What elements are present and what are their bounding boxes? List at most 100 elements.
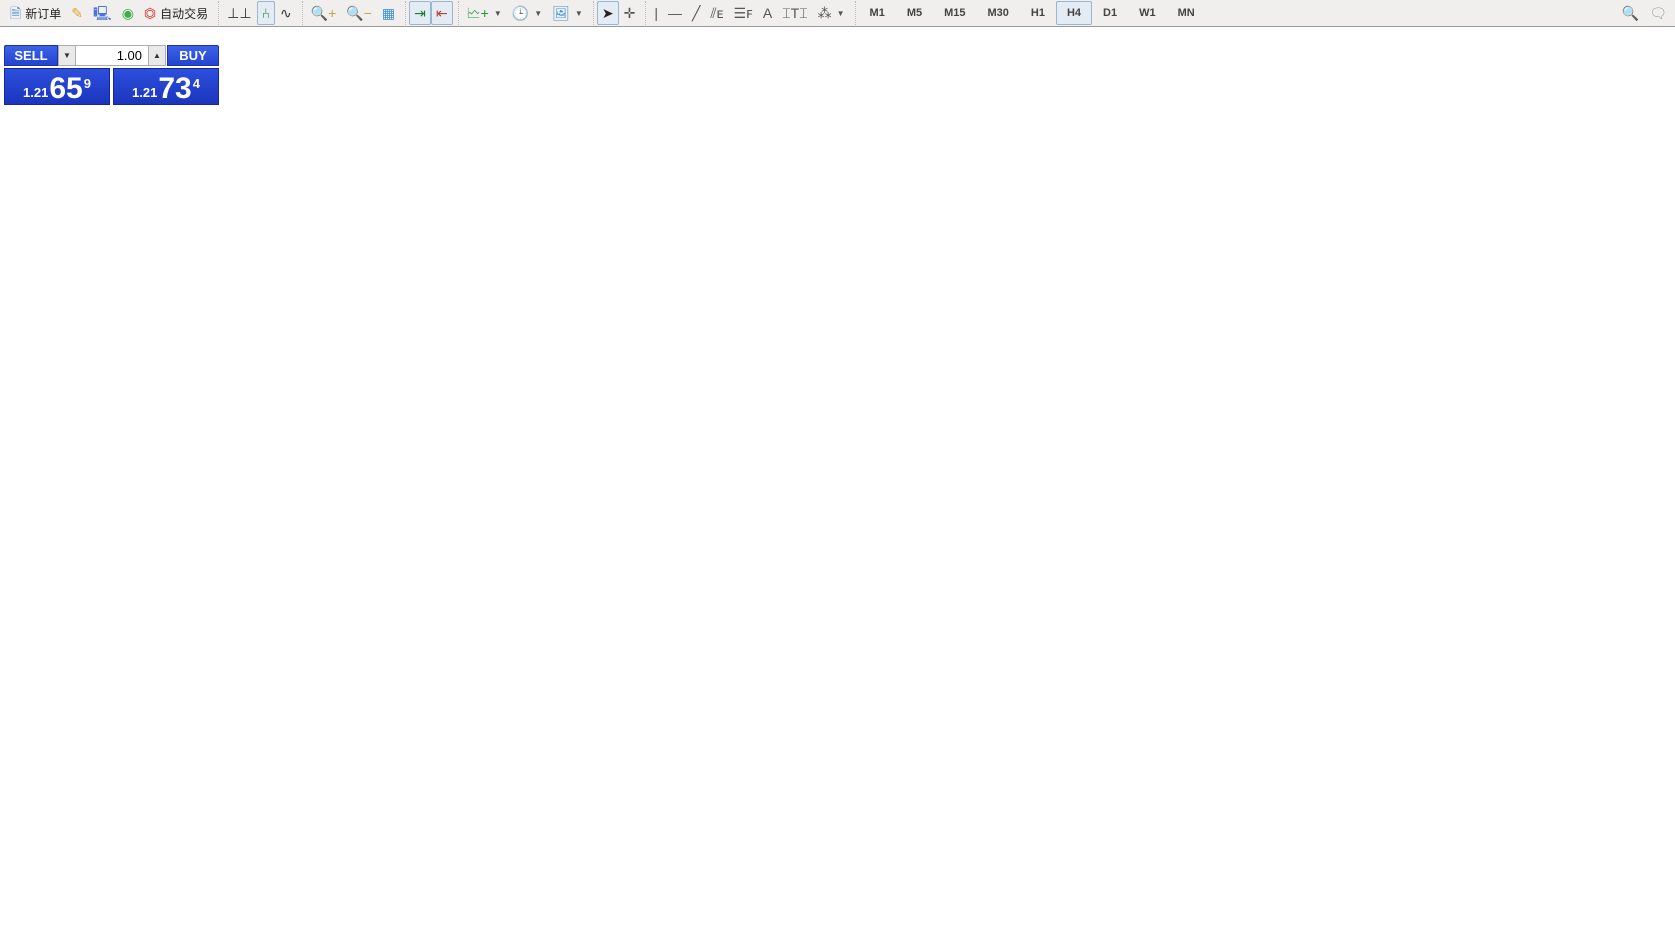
new-order-icon: 🗎 xyxy=(10,5,22,21)
clock-icon: 🕒 xyxy=(511,5,530,21)
autotrading-icon: ⏣ xyxy=(143,5,157,21)
tf-mn-button[interactable]: MN xyxy=(1167,1,1206,25)
chart-background xyxy=(0,27,1675,949)
tf-m1-button-label: M1 xyxy=(869,7,885,19)
equidistant-channel-icon: ⫽ᴇ xyxy=(710,5,724,21)
new-order-button-label: 新订单 xyxy=(25,6,62,21)
text-label-icon: ⌶T⌶ xyxy=(782,5,808,21)
line-chart-icon: ∿ xyxy=(279,5,292,21)
trendline-button[interactable]: ╱ xyxy=(687,1,705,25)
tile-windows-icon: ▦ xyxy=(381,5,396,21)
tf-w1-button[interactable]: W1 xyxy=(1128,1,1167,25)
horizontal-line-button[interactable]: — xyxy=(663,1,687,25)
tf-m5-button-label: M5 xyxy=(906,7,923,19)
text-label-button[interactable]: ⌶T⌶ xyxy=(777,1,812,25)
trade-group: 🗎 新订单 ✎ 🖳 ◉ ⏣ 自动交易 xyxy=(2,1,216,25)
search-icon[interactable]: 🔍 xyxy=(1621,4,1640,21)
buy-button[interactable]: BUY xyxy=(167,45,219,66)
tf-h4-button[interactable]: H4 xyxy=(1055,1,1093,25)
vertical-line-icon: | xyxy=(654,5,658,21)
scroll-group: ⇥ ⇤ xyxy=(405,1,455,25)
tf-d1-button[interactable]: D1 xyxy=(1092,1,1128,25)
indicators-button-dropdown-icon[interactable]: ▼ xyxy=(493,8,502,18)
terminal-icon: 🖳 xyxy=(93,5,112,21)
tf-h1-button[interactable]: H1 xyxy=(1020,1,1056,25)
zoom-out-icon: 🔍− xyxy=(346,5,372,21)
toolbar-right-icons: 🔍 🗨 xyxy=(1622,5,1675,22)
tf-m30-button[interactable]: M30 xyxy=(977,1,1020,25)
crayon-icon: ✎ xyxy=(71,5,84,21)
zoom-out-button[interactable]: 🔍− xyxy=(341,1,377,25)
channel-button[interactable]: ⫽ᴇ xyxy=(705,1,728,25)
zoom-in-icon: 🔍+ xyxy=(310,5,337,21)
new-order-button[interactable]: 🗎 新订单 xyxy=(5,1,66,25)
buy-price-big: 73 xyxy=(158,72,192,105)
tf-m15-button[interactable]: M15 xyxy=(933,1,976,25)
line-chart-button[interactable]: ∿ xyxy=(275,1,297,25)
volume-increase-button[interactable]: ▲ xyxy=(148,45,166,66)
tile-windows-button[interactable]: ▦ xyxy=(377,1,400,25)
arrows-icon: ⁂ xyxy=(817,5,832,21)
styler-button[interactable]: ✎ xyxy=(66,1,88,25)
text-button[interactable]: A xyxy=(758,1,777,25)
cursor-arrow-icon: ➤ xyxy=(601,5,614,21)
price-chart-canvas[interactable] xyxy=(0,27,1675,949)
fibonacci-button[interactable]: ☰ꜰ xyxy=(729,1,758,25)
templates-button-dropdown-icon[interactable]: ▼ xyxy=(574,8,583,18)
tf-m15-button-label: M15 xyxy=(944,7,966,19)
horizontal-line-icon: — xyxy=(667,5,682,21)
buy-price-sup: 4 xyxy=(192,76,200,91)
terminal-button[interactable]: 🖳 xyxy=(88,1,117,25)
periods-button[interactable]: 🕒 ▼ xyxy=(507,1,547,25)
objects-group: | — ╱ ⫽ᴇ ☰ꜰ A ⌶T⌶ ⁂ ▼ xyxy=(645,1,852,25)
one-click-trading-panel: SELL ▼ ▲ BUY 1.21 65 9 1.21 73 4 xyxy=(4,45,219,105)
fibonacci-icon: ☰ꜰ xyxy=(733,5,753,21)
tf-mn-button-label: MN xyxy=(1177,7,1195,19)
auto-scroll-icon: ⇥ xyxy=(414,5,426,21)
tf-m5-button[interactable]: M5 xyxy=(896,1,933,25)
indicators-button[interactable]: 🗠+ ▼ xyxy=(462,1,507,25)
autotrading-button[interactable]: ⏣ 自动交易 xyxy=(139,1,213,25)
zoom-in-button[interactable]: 🔍+ xyxy=(306,1,342,25)
chart-type-group: ⊥⊥ ⑃ ∿ xyxy=(218,1,300,25)
tf-m1-button[interactable]: M1 xyxy=(859,1,896,25)
tf-d1-button-label: D1 xyxy=(1103,7,1118,19)
sell-price-sup: 9 xyxy=(83,76,91,91)
crosshair-icon: ✛ xyxy=(623,5,636,21)
trendline-icon: ╱ xyxy=(691,5,701,21)
bar-chart-icon: ⊥⊥ xyxy=(227,5,252,21)
buy-price-display[interactable]: 1.21 73 4 xyxy=(113,68,219,105)
candlestick-icon: ⑃ xyxy=(261,5,270,21)
chat-icon[interactable]: 🗨 xyxy=(1649,4,1667,21)
buy-price-base: 1.21 xyxy=(132,85,158,100)
chart-shift-button[interactable]: ⇤ xyxy=(430,1,453,25)
volume-decrease-button[interactable]: ▼ xyxy=(58,45,76,66)
zoom-group: 🔍+ 🔍− ▦ xyxy=(301,1,403,25)
signals-button[interactable]: ◉ xyxy=(117,1,139,25)
volume-input[interactable] xyxy=(76,45,148,66)
crosshair-button[interactable]: ✛ xyxy=(619,1,641,25)
timeframe-group: M1 M5 M15 M30 H1 H4 D1 W1 MN xyxy=(854,1,1209,25)
bar-chart-button[interactable]: ⊥⊥ xyxy=(222,1,256,25)
signal-icon: ◉ xyxy=(121,5,134,21)
tf-h1-button-label: H1 xyxy=(1030,7,1045,19)
main-toolbar: 🗎 新订单 ✎ 🖳 ◉ ⏣ 自动交易 ⊥⊥ ⑃ ∿ 🔍+ 🔍− ▦ ⇥ ⇤ 🗠+ ▼ 🕒 ▼ 🖼 ▼ ➤ ✛ | — ╱ ⫽ᴇ ☰ꜰ A… xyxy=(0,0,1675,27)
chart-window[interactable]: SELL ▼ ▲ BUY 1.21 65 9 1.21 73 4 xyxy=(0,27,1675,949)
templates-button[interactable]: 🖼 ▼ xyxy=(547,1,588,25)
tf-w1-button-label: W1 xyxy=(1139,7,1156,19)
chart-shift-icon: ⇤ xyxy=(435,5,448,21)
cursor-group: ➤ ✛ xyxy=(592,1,643,25)
cursor-button[interactable]: ➤ xyxy=(596,1,619,25)
template-icon: 🖼 xyxy=(552,5,570,21)
auto-scroll-button[interactable]: ⇥ xyxy=(409,1,431,25)
sell-button[interactable]: SELL xyxy=(4,45,58,66)
periods-button-dropdown-icon[interactable]: ▼ xyxy=(534,8,543,18)
arrows-button[interactable]: ⁂ ▼ xyxy=(813,1,850,25)
sell-price-big: 65 xyxy=(49,72,83,105)
arrows-button-dropdown-icon[interactable]: ▼ xyxy=(836,8,845,18)
tf-h4-button-label: H4 xyxy=(1066,7,1082,19)
tf-m30-button-label: M30 xyxy=(987,7,1009,19)
candlestick-button[interactable]: ⑃ xyxy=(256,1,275,25)
sell-price-display[interactable]: 1.21 65 9 xyxy=(4,68,110,105)
vertical-line-button[interactable]: | xyxy=(649,1,663,25)
